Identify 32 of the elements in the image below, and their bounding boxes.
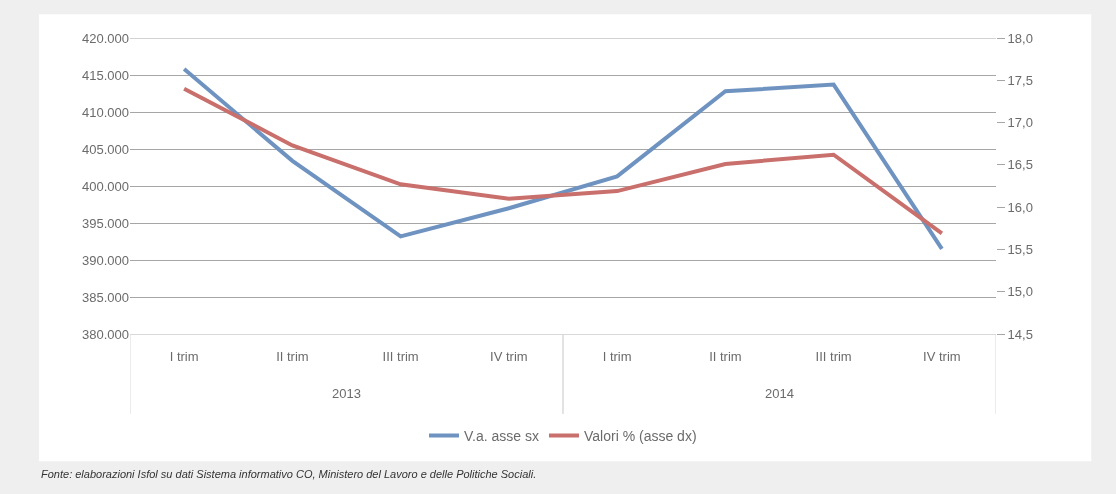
y-tick-label: 390.000 xyxy=(82,252,129,268)
y-tick-label: 420.000 xyxy=(82,30,129,46)
source-note: Fonte: elaborazioni Isfol su dati Sistema informativo CO, Ministero del Lavoro e delle Politiche Sociali. xyxy=(41,468,537,480)
y2-tick-label: 14,5 xyxy=(1007,326,1033,342)
y-tick-label: 405.000 xyxy=(82,141,129,157)
y2-tick-label: 17,5 xyxy=(1007,72,1033,88)
y-tick-label: 380.000 xyxy=(82,326,129,342)
x-tick-label: I trim xyxy=(169,348,199,364)
x-tick-label: I trim xyxy=(602,348,632,364)
y2-tick-label: 16,0 xyxy=(1007,199,1033,215)
y2-tick-label: 17,0 xyxy=(1007,115,1033,131)
y2-tick-label: 15,5 xyxy=(1007,241,1033,257)
x-tick-label: III trim xyxy=(382,348,419,364)
x-tick-label: IV trim xyxy=(923,348,961,364)
y-tick-label: 400.000 xyxy=(82,178,129,194)
text: 2014 xyxy=(765,386,794,401)
legend-label: Valori % (asse dx) xyxy=(583,427,697,444)
y2-tick-label: 15,0 xyxy=(1007,284,1033,300)
x-tick-label: III trim xyxy=(815,348,852,364)
x-tick-label: II trim xyxy=(276,348,309,364)
y-tick-label: 415.000 xyxy=(82,67,129,83)
y2-tick-label: 18,0 xyxy=(1007,30,1033,46)
y2-tick-label: 16,5 xyxy=(1007,157,1033,173)
line-series xyxy=(182,86,944,236)
y-tick-label: 385.000 xyxy=(82,289,129,305)
y-tick-label: 395.000 xyxy=(82,215,129,231)
text: 2013 xyxy=(332,386,361,401)
legend-label: V.a. asse sx xyxy=(464,427,539,444)
line-series xyxy=(182,67,944,251)
x-tick-label: IV trim xyxy=(490,348,528,364)
y-tick-label: 410.000 xyxy=(82,104,129,120)
x-tick-label: II trim xyxy=(709,348,742,364)
